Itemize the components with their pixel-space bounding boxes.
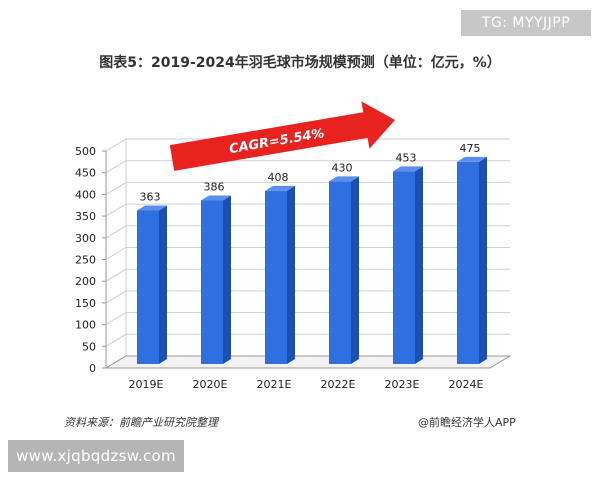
bar-top	[329, 176, 359, 182]
bar-top	[137, 205, 167, 211]
bar	[201, 200, 223, 364]
bar-top	[265, 185, 295, 191]
bar	[457, 161, 479, 364]
gridline	[105, 181, 510, 195]
bars	[137, 156, 487, 364]
bar	[329, 181, 351, 364]
x-tick-label: 2023E	[385, 378, 420, 391]
y-tick-label: 300	[75, 232, 96, 245]
chart-title: 图表5：2019-2024年羽毛球市场规模预测（单位：亿元，%）	[99, 55, 501, 71]
y-tick-label: 100	[75, 319, 96, 332]
data-label: 475	[460, 142, 481, 155]
x-tick-label: 2024E	[449, 378, 484, 391]
bar-top	[457, 156, 487, 162]
y-tick-label: 200	[75, 275, 96, 288]
publisher-note: @前瞻经济学人APP	[418, 416, 516, 429]
gridline	[105, 160, 510, 174]
y-tick-label: 350	[75, 210, 96, 223]
bar-side	[287, 185, 295, 364]
y-tick-label: 150	[75, 297, 96, 310]
data-label: 430	[332, 161, 353, 174]
bar-side	[223, 195, 231, 364]
source-note: 资料来源：前瞻产业研究院整理	[64, 416, 218, 429]
bar-side	[159, 205, 167, 364]
y-tick-label: 50	[82, 340, 96, 353]
bar-side	[479, 156, 487, 364]
data-label: 408	[268, 171, 289, 184]
x-tick-label: 2019E	[129, 378, 164, 391]
data-label: 453	[396, 151, 417, 164]
y-tick-label: 400	[75, 188, 96, 201]
x-tick-label: 2022E	[321, 378, 356, 391]
bar	[393, 171, 415, 364]
y-tick-label: 0	[89, 362, 96, 375]
y-tick-label: 250	[75, 254, 96, 267]
data-label: 386	[204, 180, 225, 193]
bar-top	[201, 195, 231, 201]
bar	[137, 210, 159, 364]
bar-side	[415, 166, 423, 364]
x-tick-label: 2020E	[193, 378, 228, 391]
watermark-url: www.xjqbqdzsw.com	[8, 440, 184, 472]
bar-top	[393, 166, 423, 172]
bar	[265, 190, 287, 364]
data-labels: 363 386 408 430 453 475	[140, 142, 481, 204]
y-tick-label: 500	[75, 145, 96, 158]
bar-side	[351, 176, 359, 364]
x-tick-label: 2021E	[257, 378, 292, 391]
data-label: 363	[140, 190, 161, 203]
arrow-body	[169, 101, 395, 171]
y-tick-label: 450	[75, 167, 96, 180]
x-tick-labels: 2019E 2020E 2021E 2022E 2023E 2024E	[129, 378, 484, 391]
y-tick-labels: 0 50 100 150 200 250 300 350 400 450 500	[75, 145, 96, 375]
watermark-badge: TG: MYYJJPP	[461, 10, 591, 36]
